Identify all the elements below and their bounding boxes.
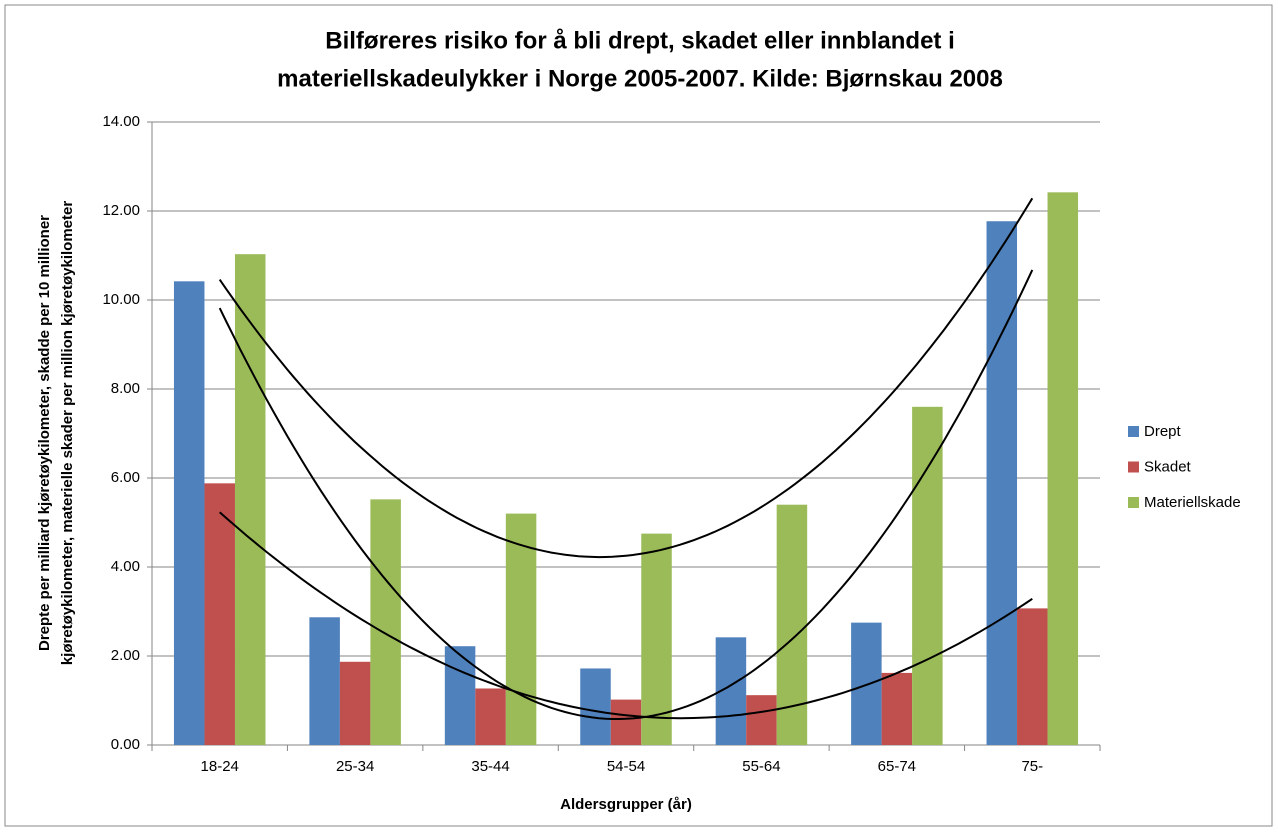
x-tick-label: 75- xyxy=(1021,758,1043,775)
y-tick-label: 0.00 xyxy=(111,736,140,753)
legend-label: Skadet xyxy=(1144,458,1192,475)
chart-title: materiellskadeulykker i Norge 2005-2007.… xyxy=(277,65,1003,92)
trendline xyxy=(218,197,1034,559)
bar xyxy=(610,699,642,745)
legend-label: Drept xyxy=(1144,423,1182,440)
y-tick-label: 8.00 xyxy=(111,380,140,397)
y-axis-label: Drepte per milliard kjøretøykilometer, s… xyxy=(36,215,53,651)
legend-swatch xyxy=(1128,461,1139,473)
bar xyxy=(339,661,371,745)
y-axis-label: kjøretøykilometer, materielle skader per… xyxy=(59,201,76,666)
bar xyxy=(912,406,943,745)
bar xyxy=(746,695,777,745)
bar xyxy=(1047,192,1079,745)
bar xyxy=(309,617,340,745)
x-tick-label: 65-74 xyxy=(878,758,916,775)
x-tick-label: 18-24 xyxy=(201,758,239,775)
x-tick-label: 25-34 xyxy=(336,758,374,775)
legend-label: Materiellskade xyxy=(1144,494,1241,511)
bar xyxy=(475,688,506,745)
bar xyxy=(234,254,266,746)
bar xyxy=(444,646,476,745)
chart-title: Bilføreres risiko for å bli drept, skade… xyxy=(325,27,955,54)
bar xyxy=(641,533,672,745)
y-tick-label: 6.00 xyxy=(111,469,140,486)
trendline xyxy=(219,511,1033,720)
legend-swatch xyxy=(1128,426,1139,437)
bar xyxy=(881,672,913,745)
x-tick-label: 54-54 xyxy=(607,758,645,775)
y-tick-label: 14.00 xyxy=(102,113,140,130)
y-tick-label: 10.00 xyxy=(102,291,140,308)
x-axis-label: Aldersgrupper (år) xyxy=(560,796,692,813)
y-tick-label: 2.00 xyxy=(111,647,140,664)
trendline xyxy=(218,269,1034,720)
y-tick-label: 4.00 xyxy=(111,558,140,575)
legend-swatch xyxy=(1128,497,1139,508)
x-tick-label: 35-44 xyxy=(471,758,509,775)
bar xyxy=(1017,608,1048,745)
x-tick-label: 55-64 xyxy=(742,758,780,775)
bar xyxy=(370,499,401,745)
y-tick-label: 12.00 xyxy=(102,202,140,219)
bar xyxy=(580,668,611,745)
bar xyxy=(986,221,1018,746)
bar xyxy=(173,281,205,745)
bar xyxy=(204,483,235,745)
bar xyxy=(851,622,882,745)
bar xyxy=(505,513,537,745)
